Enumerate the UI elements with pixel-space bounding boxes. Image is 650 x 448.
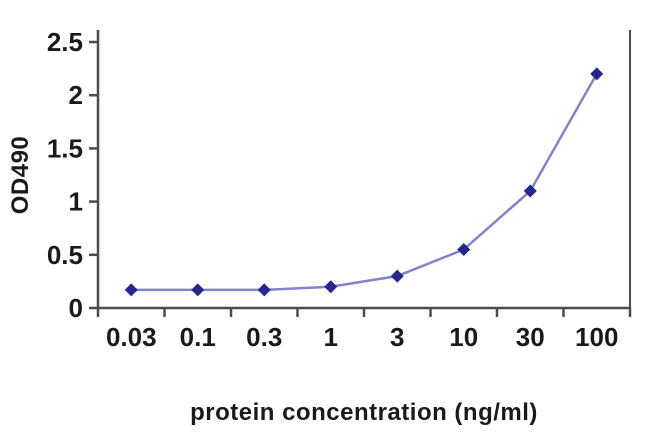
data-point-marker — [523, 184, 537, 198]
y-tick-label: 2 — [69, 80, 83, 110]
x-tick-label: 0.03 — [106, 322, 157, 352]
y-tick-label: 1.5 — [47, 133, 83, 163]
x-tick-label: 3 — [390, 322, 404, 352]
plot-area: 0 0.5 1 1.5 2 2.5 0.03 0.1 0.3 1 3 10 30 100 — [47, 27, 632, 352]
x-tick-label: 10 — [449, 322, 478, 352]
x-axis-title: protein concentration (ng/ml) — [190, 399, 538, 426]
x-tick-label: 1 — [324, 322, 338, 352]
data-point-marker — [390, 269, 404, 283]
data-point-marker — [324, 280, 338, 294]
data-point-marker — [457, 242, 471, 256]
data-point-marker — [124, 283, 138, 297]
x-tick-label: 0.1 — [180, 322, 216, 352]
y-tick-label: 1 — [69, 187, 83, 217]
data-point-marker — [590, 67, 604, 81]
data-point-marker — [257, 283, 271, 297]
series-line — [131, 73, 598, 292]
x-tick-label: 100 — [575, 322, 618, 352]
y-tick-label: 0 — [69, 293, 83, 323]
x-tick-label: 30 — [516, 322, 545, 352]
data-point-marker — [191, 283, 205, 297]
y-tick-label: 0.5 — [47, 240, 83, 270]
x-tick-label: 0.3 — [246, 322, 282, 352]
y-axis-title: OD490 — [7, 136, 34, 215]
y-tick-label: 2.5 — [47, 27, 83, 57]
